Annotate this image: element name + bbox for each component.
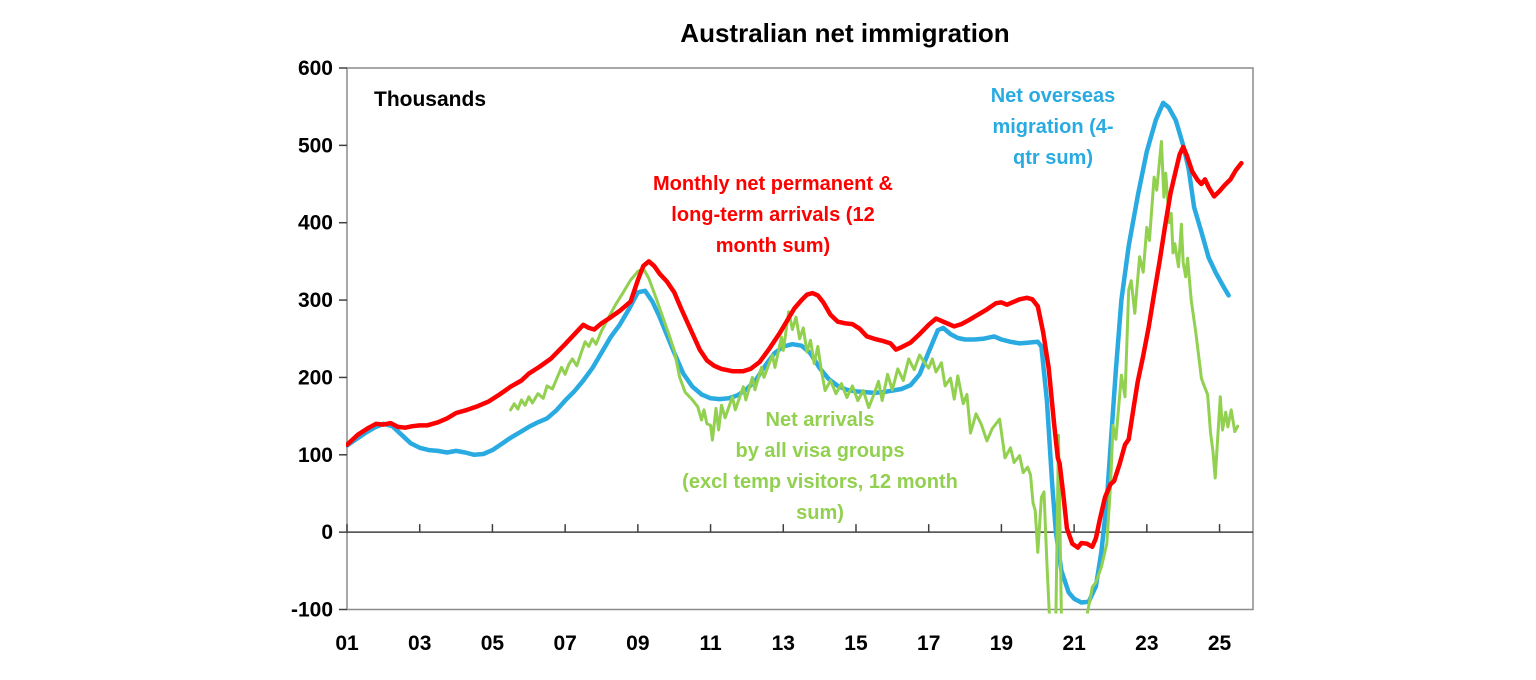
x-axis: 01 03 05 07 09 11 13 15 17 19 21 23 25	[335, 524, 1253, 655]
x-tick-label: 17	[917, 632, 940, 655]
series-line-net-arrivals-visa-groups	[509, 140, 1240, 614]
y-tick-label: 600	[298, 57, 333, 80]
y-tick-label: -100	[291, 599, 333, 622]
x-tick-label: 13	[772, 632, 795, 655]
y-tick-label: 200	[298, 366, 333, 389]
series-label-line: sum)	[796, 502, 844, 524]
series-label-line: qtr sum)	[1013, 147, 1093, 169]
series-label-line: month sum)	[715, 235, 831, 257]
x-tick-label: 03	[408, 632, 431, 655]
y-tick-label: 400	[298, 212, 333, 235]
plot-frame	[346, 67, 1254, 611]
series-label-net-arrivals-visa-groups: Net arrivals by all visa groups (excl te…	[682, 405, 958, 529]
series-line-net-permanent-longterm	[346, 144, 1244, 550]
series-label-line: Net arrivals	[765, 409, 875, 431]
units-label: Thousands	[374, 88, 487, 111]
x-tick-label: 23	[1135, 632, 1158, 655]
series-line-net-overseas-migration	[346, 100, 1231, 605]
y-axis: 600 500 400 300 200 100 0 -100	[291, 57, 347, 622]
x-tick-label: 05	[481, 632, 505, 655]
y-tick-label: 0	[321, 521, 333, 544]
series-label-line: migration (4-	[992, 116, 1114, 138]
x-tick-label: 01	[335, 632, 359, 655]
x-tick-label: 21	[1062, 632, 1086, 655]
series-label-line: (excl temp visitors, 12 month	[682, 471, 958, 493]
x-tick-label: 07	[553, 632, 576, 655]
x-tick-label: 09	[626, 632, 649, 655]
series-label-line: Monthly net permanent &	[652, 173, 894, 195]
series-label-net-overseas-migration: Net overseas migration (4- qtr sum)	[991, 81, 1116, 174]
x-tick-label: 15	[844, 632, 868, 655]
x-tick-label: 25	[1208, 632, 1232, 655]
series-label-net-permanent-longterm: Monthly net permanent & long-term arriva…	[653, 169, 893, 262]
series-label-line: Net overseas	[990, 85, 1116, 107]
x-tick-label: 11	[699, 632, 722, 655]
y-tick-label: 500	[298, 134, 333, 157]
y-tick-label: 100	[298, 444, 333, 467]
y-tick-label: 300	[298, 289, 333, 312]
series-label-line: long-term arrivals (12	[671, 204, 875, 226]
chart-title: Australian net immigration	[680, 18, 1010, 48]
series-label-line: by all visa groups	[735, 440, 905, 462]
x-tick-label: 19	[990, 632, 1013, 655]
